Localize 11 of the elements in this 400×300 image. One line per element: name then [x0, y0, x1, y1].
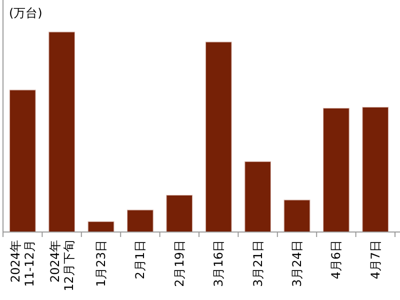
x-tick-label: 2024年 12月下旬 [48, 240, 76, 292]
x-tick-label: 1月23日 [94, 240, 108, 287]
x-tick-label: 3月21日 [250, 240, 265, 287]
x-tick-label: 2月1日 [133, 240, 148, 280]
y-axis-title: (万台) [9, 6, 42, 20]
x-tick-label: 2月19日 [172, 240, 186, 287]
x-tick-label: 3月16日 [212, 240, 226, 287]
x-tick-label: 4月7日 [368, 240, 382, 280]
x-tick-label: 2024年 11-12月 [8, 240, 37, 287]
x-tick-label: 4月6日 [329, 240, 344, 280]
x-tick-label: 3月24日 [290, 240, 304, 287]
